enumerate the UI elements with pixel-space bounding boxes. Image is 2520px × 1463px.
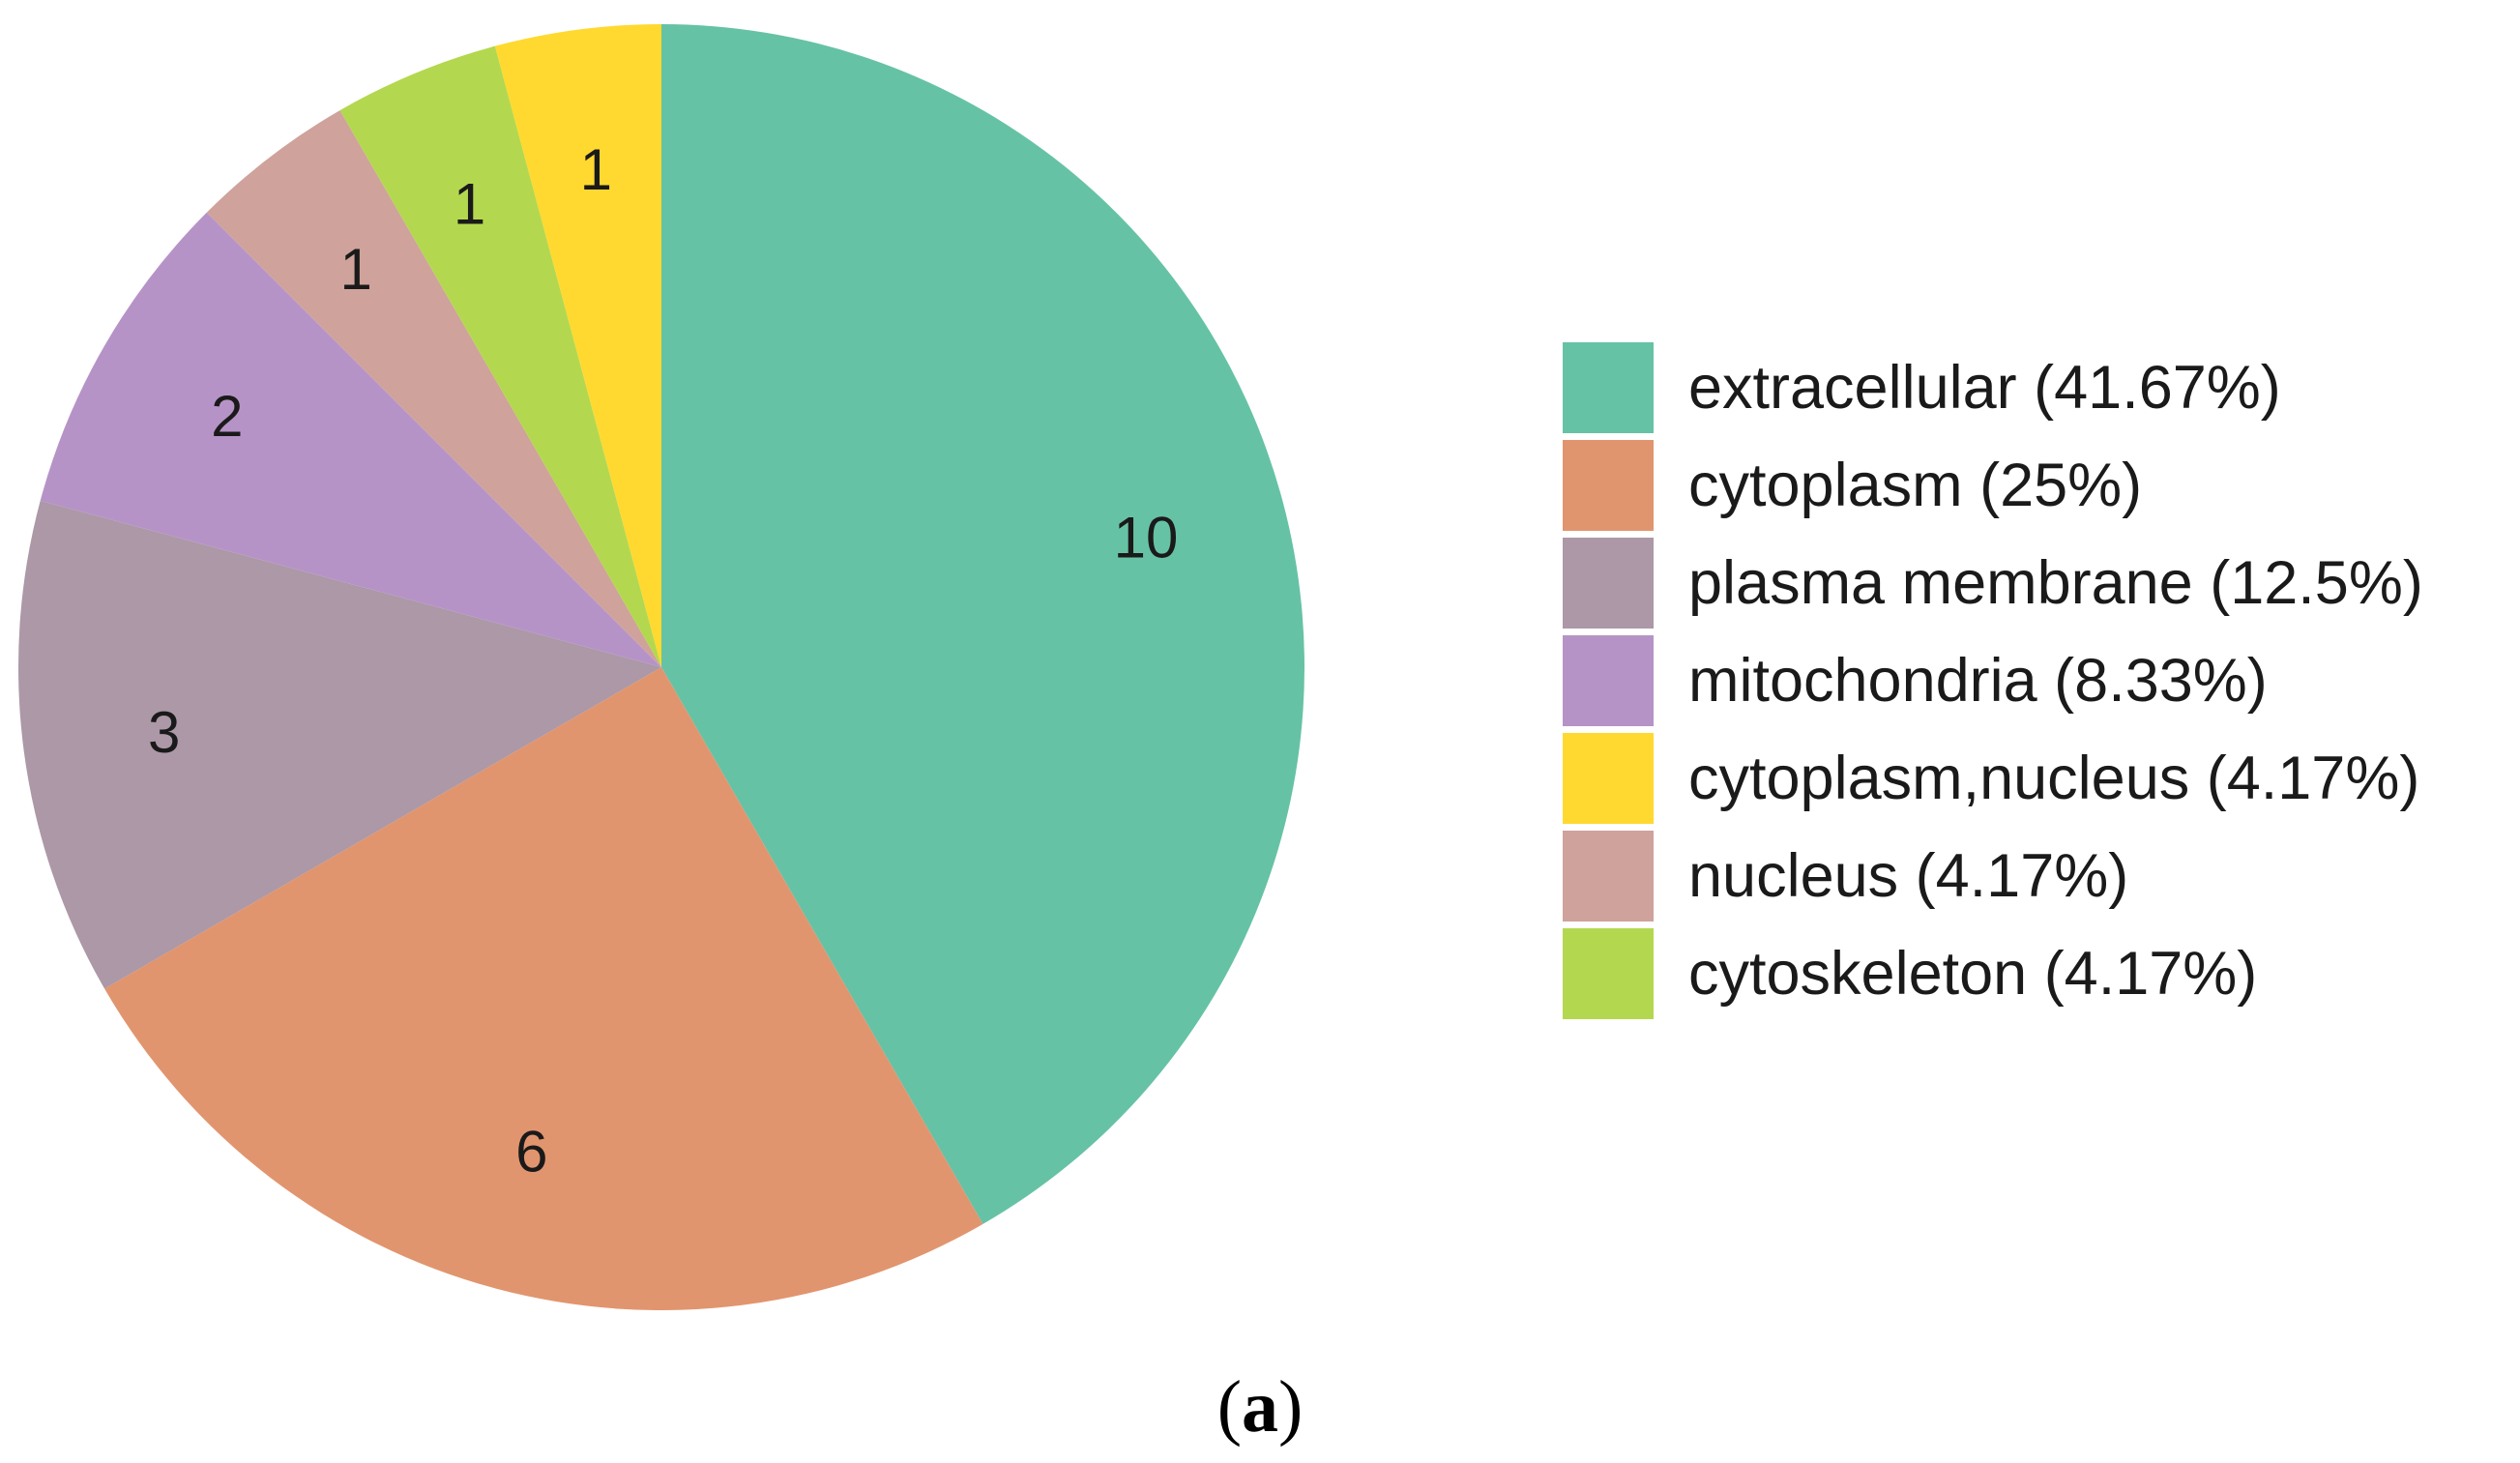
legend-label: mitochondria (8.33%)	[1688, 647, 2268, 715]
legend-swatch	[1563, 342, 1654, 433]
legend-label: cytoplasm,nucleus (4.17%)	[1688, 745, 2419, 812]
slice-value-label: 3	[148, 700, 180, 765]
legend-label: cytoskeleton (4.17%)	[1688, 940, 2257, 1008]
slice-value-label: 2	[211, 384, 243, 449]
legend: extracellular (41.67%) cytoplasm (25%) pla…	[1563, 342, 2423, 1019]
pie-slice-extracellular	[661, 24, 1305, 1224]
figure-caption: (a)	[1217, 1366, 1304, 1448]
slice-value-label: 6	[515, 1120, 547, 1185]
legend-label: cytoplasm (25%)	[1688, 452, 2142, 519]
legend-swatch	[1563, 928, 1654, 1019]
slice-value-label: 1	[340, 237, 372, 302]
legend-label: nucleus (4.17%)	[1688, 842, 2128, 910]
legend-label: plasma membrane (12.5%)	[1688, 549, 2423, 617]
pie-slice-mitochondria	[40, 212, 662, 667]
legend-swatch	[1563, 635, 1654, 726]
legend-swatch	[1563, 733, 1654, 824]
pie-slice-nucleus	[206, 110, 661, 667]
pie-slice-cytoskeleton	[339, 45, 661, 668]
pie-slice-labels: 10 6 3 2 1 1 1	[148, 137, 1178, 1184]
pie-slice-plasma-membrane	[17, 500, 661, 989]
slice-value-label: 10	[1114, 505, 1179, 570]
slice-value-label: 1	[454, 171, 485, 236]
pie-slices	[17, 24, 1305, 1311]
pie-slice-cytoplasm	[104, 667, 983, 1311]
legend-swatch	[1563, 831, 1654, 922]
legend-swatch	[1563, 538, 1654, 629]
pie-slice-cytoplasm-nucleus	[494, 24, 661, 667]
legend-label: extracellular (41.67%)	[1688, 354, 2281, 422]
legend-swatch	[1563, 440, 1654, 531]
slice-value-label: 1	[580, 137, 612, 202]
